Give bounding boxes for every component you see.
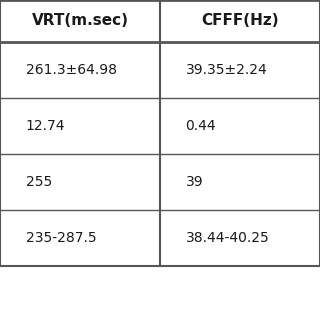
Text: 0.44: 0.44	[186, 119, 216, 132]
Text: 255: 255	[26, 175, 52, 188]
Text: 39.35±2.24: 39.35±2.24	[186, 63, 267, 76]
Text: 235-287.5: 235-287.5	[26, 231, 96, 244]
Text: CFFF(Hz): CFFF(Hz)	[201, 13, 279, 28]
Text: VRT(m.sec): VRT(m.sec)	[31, 13, 129, 28]
Text: 12.74: 12.74	[26, 119, 65, 132]
Text: 38.44-40.25: 38.44-40.25	[186, 231, 269, 244]
Text: 39: 39	[186, 175, 203, 188]
Text: 261.3±64.98: 261.3±64.98	[26, 63, 116, 76]
